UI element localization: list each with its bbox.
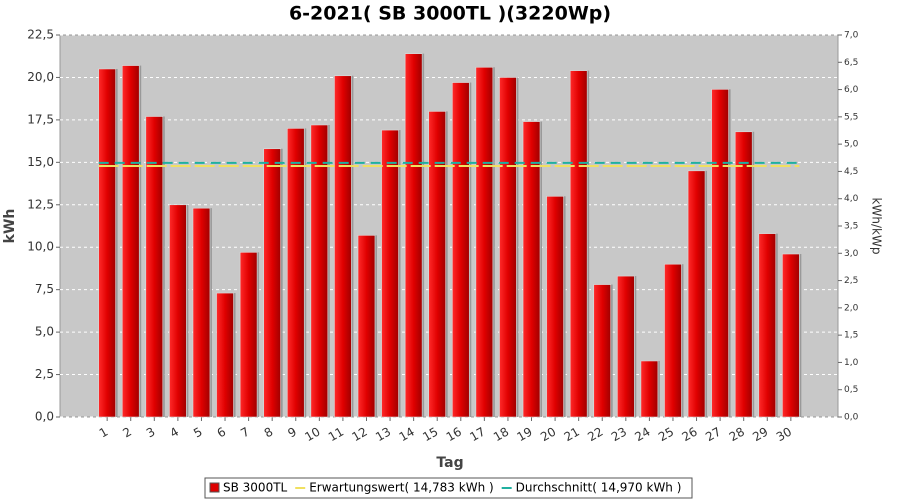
bar — [640, 360, 659, 418]
x-tick-label: 15 — [420, 425, 440, 445]
x-tick-label: 6 — [215, 425, 229, 441]
plot-area — [59, 34, 839, 418]
y-tick-label: 10,0 — [27, 240, 54, 254]
bar — [522, 121, 541, 418]
bar — [734, 131, 753, 418]
y-tick-label: 5,0 — [35, 325, 54, 339]
bar — [98, 68, 116, 418]
bar — [381, 129, 399, 418]
bar — [758, 233, 777, 418]
legend-swatch — [209, 482, 220, 493]
x-tick-label: 29 — [750, 425, 770, 445]
y2-tick-label: 4,5 — [844, 167, 858, 177]
y2-tick-label: 3,0 — [844, 249, 859, 259]
y2-tick-label: 0,0 — [844, 413, 859, 423]
x-tick-label: 12 — [350, 425, 370, 445]
bar — [169, 204, 187, 418]
y-tick-label: 2,5 — [35, 367, 54, 381]
legend-label: SB 3000TL — [223, 481, 288, 495]
bar — [711, 89, 729, 418]
y2-tick-label: 6,5 — [844, 58, 858, 68]
y2-tick-label: 6,0 — [844, 85, 859, 95]
x-tick-label: 26 — [680, 425, 700, 445]
x-tick-label: 20 — [538, 425, 558, 445]
y-tick-label: 20,0 — [27, 70, 54, 84]
bar — [475, 66, 494, 418]
y-tick-label: 0,0 — [35, 410, 54, 424]
legend-label: Durchschnitt( 14,970 kWh ) — [516, 481, 682, 495]
x-tick-label: 21 — [562, 425, 582, 445]
bar — [452, 82, 470, 418]
y2-tick-label: 1,0 — [844, 358, 859, 368]
y2-tick-label: 5,0 — [844, 140, 859, 150]
y-tick-label: 12,5 — [27, 197, 54, 211]
bar — [263, 148, 281, 418]
x-tick-label: 1 — [97, 425, 111, 441]
y-tick-label: 15,0 — [27, 155, 54, 169]
y2-tick-label: 7,0 — [844, 31, 859, 41]
x-tick-label: 23 — [609, 425, 629, 445]
bar — [617, 275, 635, 418]
x-tick-label: 9 — [285, 425, 299, 441]
bar — [121, 65, 140, 418]
x-tick-label: 4 — [168, 425, 182, 441]
bar — [192, 207, 211, 418]
x-tick-label: 5 — [191, 425, 205, 441]
x-tick-label: 10 — [302, 425, 322, 445]
bar — [357, 235, 376, 418]
bar — [404, 53, 423, 418]
x-tick-label: 24 — [632, 425, 652, 445]
y-tick-label: 17,5 — [27, 112, 54, 126]
bar — [687, 170, 706, 418]
x-tick-label: 25 — [656, 425, 676, 445]
y2-tick-label: 5,5 — [844, 112, 858, 122]
bar — [310, 124, 329, 418]
bar — [428, 111, 446, 418]
x-tick-label: 14 — [397, 425, 417, 445]
y2-tick-label: 0,5 — [844, 385, 858, 395]
x-tick-label: 13 — [373, 425, 393, 445]
bar — [546, 195, 564, 418]
y2-tick-label: 1,5 — [844, 331, 858, 341]
y-tick-label: 22,5 — [27, 28, 54, 42]
bar — [239, 252, 258, 418]
y2-tick-label: 4,0 — [844, 194, 859, 204]
legend-label: Erwartungswert( 14,783 kWh ) — [309, 481, 493, 495]
bar — [664, 263, 682, 418]
bar — [782, 253, 800, 418]
x-tick-label: 30 — [774, 425, 794, 445]
x-tick-label: 18 — [491, 425, 511, 445]
bar — [499, 77, 517, 418]
bar — [334, 75, 352, 418]
legend — [204, 477, 693, 499]
chart-title: 6-2021( SB 3000TL )(3220Wp) — [289, 3, 611, 25]
x-tick-label: 8 — [262, 425, 276, 441]
x-tick-label: 28 — [727, 425, 747, 445]
y-tick-label: 7,5 — [35, 282, 54, 296]
bar — [216, 292, 234, 418]
y2-tick-label: 2,0 — [844, 303, 859, 313]
bar — [286, 128, 305, 418]
bar — [569, 70, 588, 418]
y2-tick-label: 3,5 — [844, 222, 858, 232]
bar — [145, 116, 164, 418]
y2-axis-label: kWh/kWp — [870, 198, 884, 255]
x-tick-label: 7 — [238, 425, 252, 441]
x-tick-label: 17 — [467, 425, 487, 445]
x-tick-label: 3 — [144, 425, 158, 441]
bar — [593, 284, 612, 418]
x-axis-label: Tag — [436, 455, 463, 471]
x-tick-label: 27 — [703, 425, 723, 445]
x-tick-label: 16 — [444, 425, 464, 445]
x-tick-label: 19 — [515, 425, 535, 445]
y2-tick-label: 2,5 — [844, 276, 858, 286]
x-tick-label: 2 — [120, 425, 134, 441]
x-tick-label: 11 — [326, 425, 346, 445]
x-tick-label: 22 — [585, 425, 605, 445]
y-axis-label: kWh — [2, 209, 18, 244]
